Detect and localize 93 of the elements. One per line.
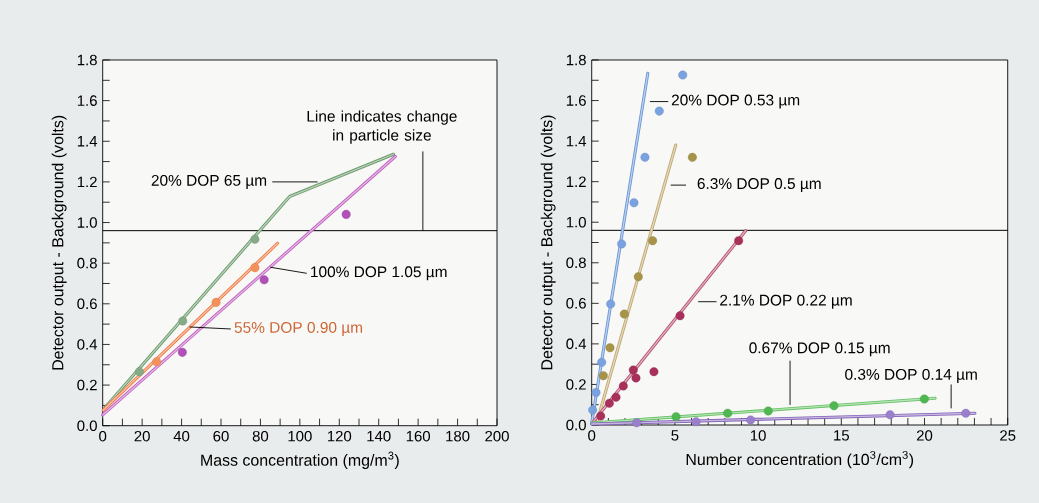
x-axis-title: Mass concentration (mg/m$^{3}$) — [201, 451, 399, 469]
point — [588, 405, 598, 415]
series-label: 55% DOP 0.90 µm — [234, 322, 363, 336]
point — [640, 152, 650, 162]
series-label: 6.3% DOP 0.5 µm — [697, 178, 821, 193]
point — [134, 367, 144, 377]
y-tick-label: 0.0 — [566, 419, 586, 431]
y-tick-label: 1.0 — [77, 217, 97, 228]
point — [649, 367, 659, 377]
point — [619, 309, 629, 319]
series-label: 2.1% DOP 0.22 µm — [720, 294, 852, 309]
x-tick-label: 5 — [671, 430, 679, 441]
x-tick-label: 80 — [252, 430, 269, 442]
point — [885, 410, 895, 420]
point — [723, 408, 733, 418]
text: 0.67% DOP 0.15 µm — [749, 342, 890, 357]
point — [598, 371, 608, 381]
y-tick-label: 1.6 — [77, 95, 97, 106]
y-axis-title: Detector output - Background (volts) — [51, 115, 67, 370]
point — [648, 236, 658, 246]
x-tick-label: 20 — [134, 430, 150, 442]
y-tick-label: 1.2 — [566, 176, 586, 187]
x-tick-label: 10 — [750, 430, 766, 441]
point — [746, 415, 756, 425]
y-axis-title: Detector output - Background (volts) — [540, 115, 556, 370]
point — [919, 394, 929, 404]
x-tick-label: 160 — [406, 430, 431, 442]
point — [678, 70, 688, 80]
x-tick-label: 140 — [367, 430, 391, 442]
point — [606, 299, 616, 309]
y-tick-label: 0.0 — [77, 420, 97, 431]
x-tick-label: 25 — [1000, 430, 1016, 441]
series-label: 100% DOP 1.05 µm — [311, 266, 447, 281]
x-tick-label: 40 — [173, 430, 190, 442]
x-tick-label: 20 — [916, 430, 933, 441]
point — [211, 297, 221, 307]
x-tick-label: 200 — [485, 430, 509, 442]
point — [675, 311, 685, 321]
series-label: 0.3% DOP 0.14 µm — [845, 368, 977, 383]
x-tick-label: 60 — [213, 430, 229, 442]
y-tick-label: 0.8 — [77, 257, 97, 269]
y-tick-label: 1.8 — [77, 54, 97, 66]
point — [628, 365, 638, 375]
y-tick-label: 1.0 — [566, 216, 586, 228]
point — [611, 392, 621, 402]
x-tick-label: 100 — [288, 430, 312, 442]
annotation: Line indicates change in particle size — [307, 110, 457, 144]
point — [605, 343, 615, 353]
y-tick-label: 0.6 — [566, 298, 586, 309]
point — [763, 406, 773, 416]
x-tick-label: 15 — [834, 430, 849, 441]
y-tick-label: 1.6 — [566, 95, 586, 106]
y-tick-label: 1.2 — [77, 176, 97, 188]
point — [632, 418, 642, 428]
y-tick-label: 1.4 — [77, 136, 98, 147]
point — [734, 236, 744, 246]
point — [597, 357, 607, 367]
x-tick-label: 0 — [99, 430, 107, 442]
point — [178, 316, 188, 326]
point — [687, 152, 697, 162]
point — [177, 347, 187, 357]
point — [250, 263, 260, 273]
y-tick-label: 0.6 — [77, 298, 97, 310]
y-tick-label: 0.2 — [77, 379, 97, 391]
y-tick-label: 1.4 — [566, 135, 587, 147]
y-tick-label: 0.8 — [566, 257, 586, 269]
point — [671, 412, 681, 422]
y-tick-label: 0.4 — [77, 339, 98, 350]
point — [259, 275, 269, 285]
point — [617, 239, 627, 249]
x-axis-title: Number concentration (10$^{3}$/cm$^{3}$) — [686, 450, 914, 469]
series-label: 20% DOP 0.53 µm — [671, 94, 800, 109]
point — [341, 209, 351, 219]
series-label: 20% DOP 65 µm — [151, 174, 267, 189]
x-tick-label: 120 — [327, 430, 352, 442]
point — [604, 398, 614, 408]
point — [596, 411, 606, 421]
point — [618, 381, 628, 391]
point — [691, 417, 701, 427]
y-tick-label: 0.4 — [566, 338, 587, 350]
point — [654, 106, 664, 116]
y-tick-label: 1.8 — [566, 54, 586, 66]
y-tick-label: 0.2 — [566, 379, 586, 390]
point — [591, 388, 601, 397]
x-tick-label: 180 — [446, 430, 470, 442]
point — [152, 357, 162, 367]
point — [250, 234, 260, 244]
point — [629, 198, 639, 208]
point — [829, 401, 839, 411]
point — [631, 373, 641, 383]
x-tick-label: 0 — [588, 430, 596, 441]
point — [633, 272, 643, 282]
point — [961, 408, 971, 418]
